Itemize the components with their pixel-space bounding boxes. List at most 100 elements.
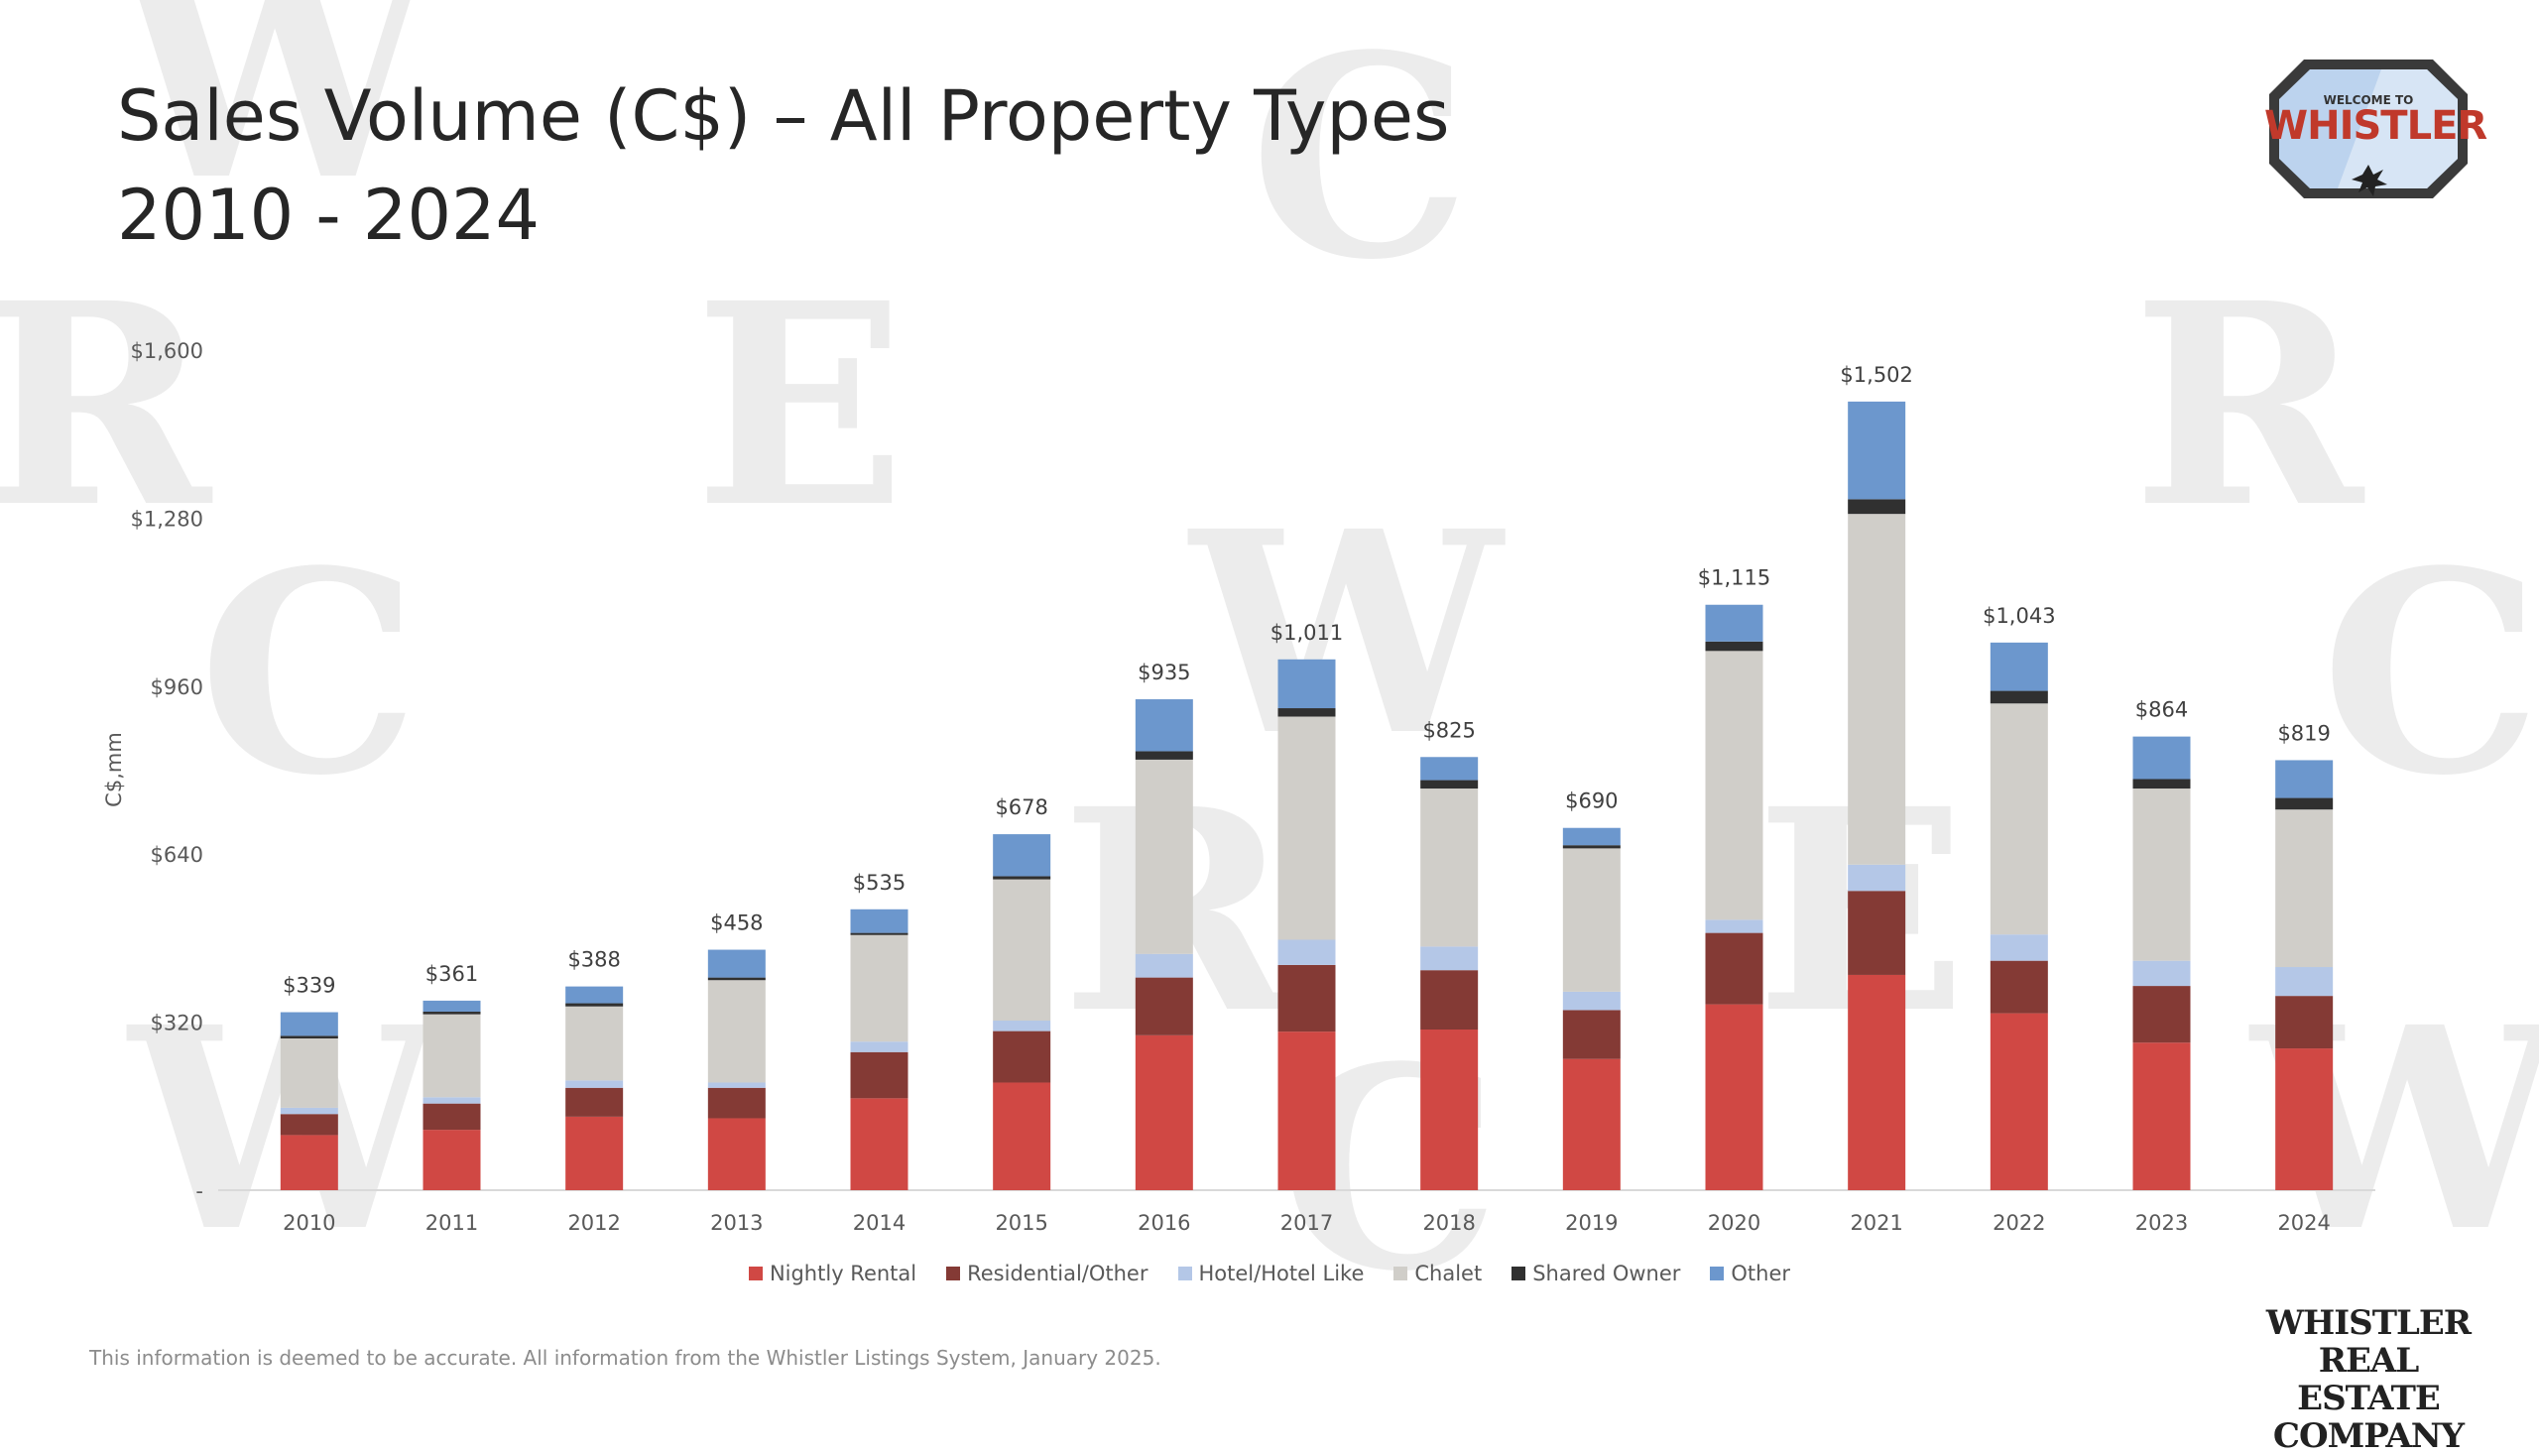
watermark-e-1: E: [694, 243, 907, 569]
bar-segment-shared-owner-2019: [1562, 845, 1621, 849]
bar-segment-other-2024: [2275, 760, 2334, 798]
total-label: $690: [1565, 789, 1618, 813]
legend-item-nightly-rental: Nightly Rental: [748, 1262, 917, 1285]
bar-segment-other-2018: [1420, 757, 1479, 781]
bar-segment-chalet-2014: [850, 934, 908, 1042]
bar-segment-shared-owner-2021: [1848, 499, 1906, 515]
bar-segment-hotel-hotel-like-2015: [993, 1021, 1051, 1031]
legend-label: Chalet: [1414, 1262, 1483, 1285]
bar-segment-residential-other-2013: [707, 1087, 766, 1119]
bar-segment-hotel-hotel-like-2016: [1135, 953, 1193, 978]
legend-item-hotel-hotel-like: Hotel/Hotel Like: [1177, 1262, 1365, 1285]
bar-segment-shared-owner-2013: [707, 977, 766, 981]
bar-segment-chalet-2024: [2275, 809, 2334, 968]
bar-segment-nightly-rental-2015: [993, 1082, 1051, 1190]
y-axis-title: C$,mm: [102, 732, 126, 807]
x-tick-label: 2012: [567, 1211, 620, 1235]
y-tick-label: $1,600: [131, 339, 203, 363]
x-tick-label: 2019: [1565, 1211, 1618, 1235]
bar-segment-hotel-hotel-like-2010: [280, 1107, 338, 1115]
bar-segment-hotel-hotel-like-2018: [1420, 946, 1479, 971]
total-label: $825: [1422, 718, 1475, 742]
bar-segment-residential-other-2021: [1848, 891, 1906, 975]
legend-swatch: [946, 1267, 961, 1280]
x-axis-ticks: 2010 2011 2012 2013 2014 2015 2016 2017 2018 2019…: [283, 1211, 2331, 1235]
bar-segment-shared-owner-2018: [1420, 780, 1479, 789]
y-tick-label: -: [195, 1179, 203, 1203]
x-tick-label: 2016: [1138, 1211, 1190, 1235]
watermark-c-2: C: [198, 511, 420, 837]
x-tick-label: 2020: [1708, 1211, 1760, 1235]
bar-segment-shared-owner-2017: [1277, 708, 1336, 717]
y-tick-label: $640: [151, 843, 203, 867]
legend-item-shared-owner: Shared Owner: [1511, 1262, 1680, 1285]
chart-title: Sales Volume (C$) – All Property Types: [117, 75, 1450, 157]
bar-segment-shared-owner-2011: [423, 1012, 481, 1015]
bar-segment-chalet-2015: [993, 879, 1051, 1022]
bar-segment-hotel-hotel-like-2022: [1990, 934, 2048, 961]
bar-segment-residential-other-2016: [1135, 977, 1193, 1035]
bar-segment-shared-owner-2015: [993, 876, 1051, 880]
bar-segment-residential-other-2019: [1562, 1010, 1621, 1059]
x-tick-label: 2013: [710, 1211, 763, 1235]
badge-main-text: WHISTLER: [2264, 103, 2487, 149]
bar-segment-nightly-rental-2024: [2275, 1048, 2334, 1190]
bar-segment-hotel-hotel-like-2023: [2132, 960, 2191, 987]
x-tick-label: 2015: [995, 1211, 1047, 1235]
bars-group: [280, 401, 2334, 1190]
bar-segment-residential-other-2010: [280, 1114, 338, 1136]
logo-line-1: WHISTLER: [2265, 1303, 2472, 1343]
bar-segment-nightly-rental-2013: [707, 1118, 766, 1190]
bar-segment-chalet-2011: [423, 1014, 481, 1098]
bar-segment-residential-other-2015: [993, 1031, 1051, 1083]
bar-segment-hotel-hotel-like-2021: [1848, 864, 1906, 892]
chart-subtitle: 2010 - 2024: [117, 175, 541, 256]
bar-segment-other-2020: [1705, 604, 1763, 642]
total-label: $678: [995, 795, 1047, 819]
bar-segment-chalet-2013: [707, 980, 766, 1083]
legend-label: Nightly Rental: [769, 1262, 917, 1285]
y-tick-label: $1,280: [131, 507, 203, 531]
bar-segment-other-2015: [993, 834, 1051, 877]
bar-segment-shared-owner-2016: [1135, 751, 1193, 760]
logo-line-2: REAL ESTATE: [2297, 1341, 2441, 1418]
bar-segment-shared-owner-2012: [565, 1003, 624, 1007]
bar-segment-hotel-hotel-like-2013: [707, 1082, 766, 1088]
bar-segment-other-2013: [707, 949, 766, 978]
bar-segment-hotel-hotel-like-2011: [423, 1097, 481, 1104]
chart-legend: Nightly Rental Residential/Other Hotel/Hot…: [0, 1262, 2539, 1285]
legend-item-other: Other: [1710, 1262, 1790, 1285]
bar-segment-nightly-rental-2019: [1562, 1058, 1621, 1190]
bar-segment-other-2021: [1848, 401, 1906, 500]
bar-segment-other-2012: [565, 986, 624, 1004]
total-label: $1,502: [1840, 363, 1912, 387]
bar-segment-shared-owner-2010: [280, 1035, 338, 1039]
legend-label: Hotel/Hotel Like: [1198, 1262, 1365, 1285]
watermark-r-1: R: [0, 243, 211, 569]
bar-segment-hotel-hotel-like-2012: [565, 1080, 624, 1088]
watermark-w-1: W: [119, 0, 431, 242]
bar-segment-shared-owner-2022: [1990, 690, 2048, 704]
total-label: $819: [2277, 721, 2330, 745]
bar-segment-chalet-2019: [1562, 848, 1621, 992]
bar-segment-nightly-rental-2022: [1990, 1013, 2048, 1190]
bar-segment-nightly-rental-2016: [1135, 1034, 1193, 1190]
bar-segment-hotel-hotel-like-2019: [1562, 991, 1621, 1011]
legend-label: Residential/Other: [967, 1262, 1149, 1285]
x-tick-label: 2023: [2135, 1211, 2188, 1235]
bar-segment-nightly-rental-2010: [280, 1135, 338, 1190]
total-label: $458: [710, 911, 763, 935]
bar-segment-nightly-rental-2021: [1848, 974, 1906, 1190]
total-label: $1,115: [1698, 566, 1770, 590]
bar-segment-chalet-2018: [1420, 789, 1479, 947]
bar-segment-hotel-hotel-like-2024: [2275, 967, 2334, 997]
bar-segment-other-2011: [423, 1000, 481, 1013]
total-label: $388: [567, 948, 620, 972]
y-axis-title-group: C$,mm: [102, 732, 126, 807]
bar-segment-hotel-hotel-like-2017: [1277, 939, 1336, 965]
legend-swatch: [1393, 1267, 1408, 1280]
total-labels: $339 $361 $388 $458 $535 $678 $935 $1,011 $825 $6…: [283, 363, 2331, 998]
bar-segment-other-2017: [1277, 659, 1336, 709]
total-label: $1,043: [1983, 604, 2055, 628]
